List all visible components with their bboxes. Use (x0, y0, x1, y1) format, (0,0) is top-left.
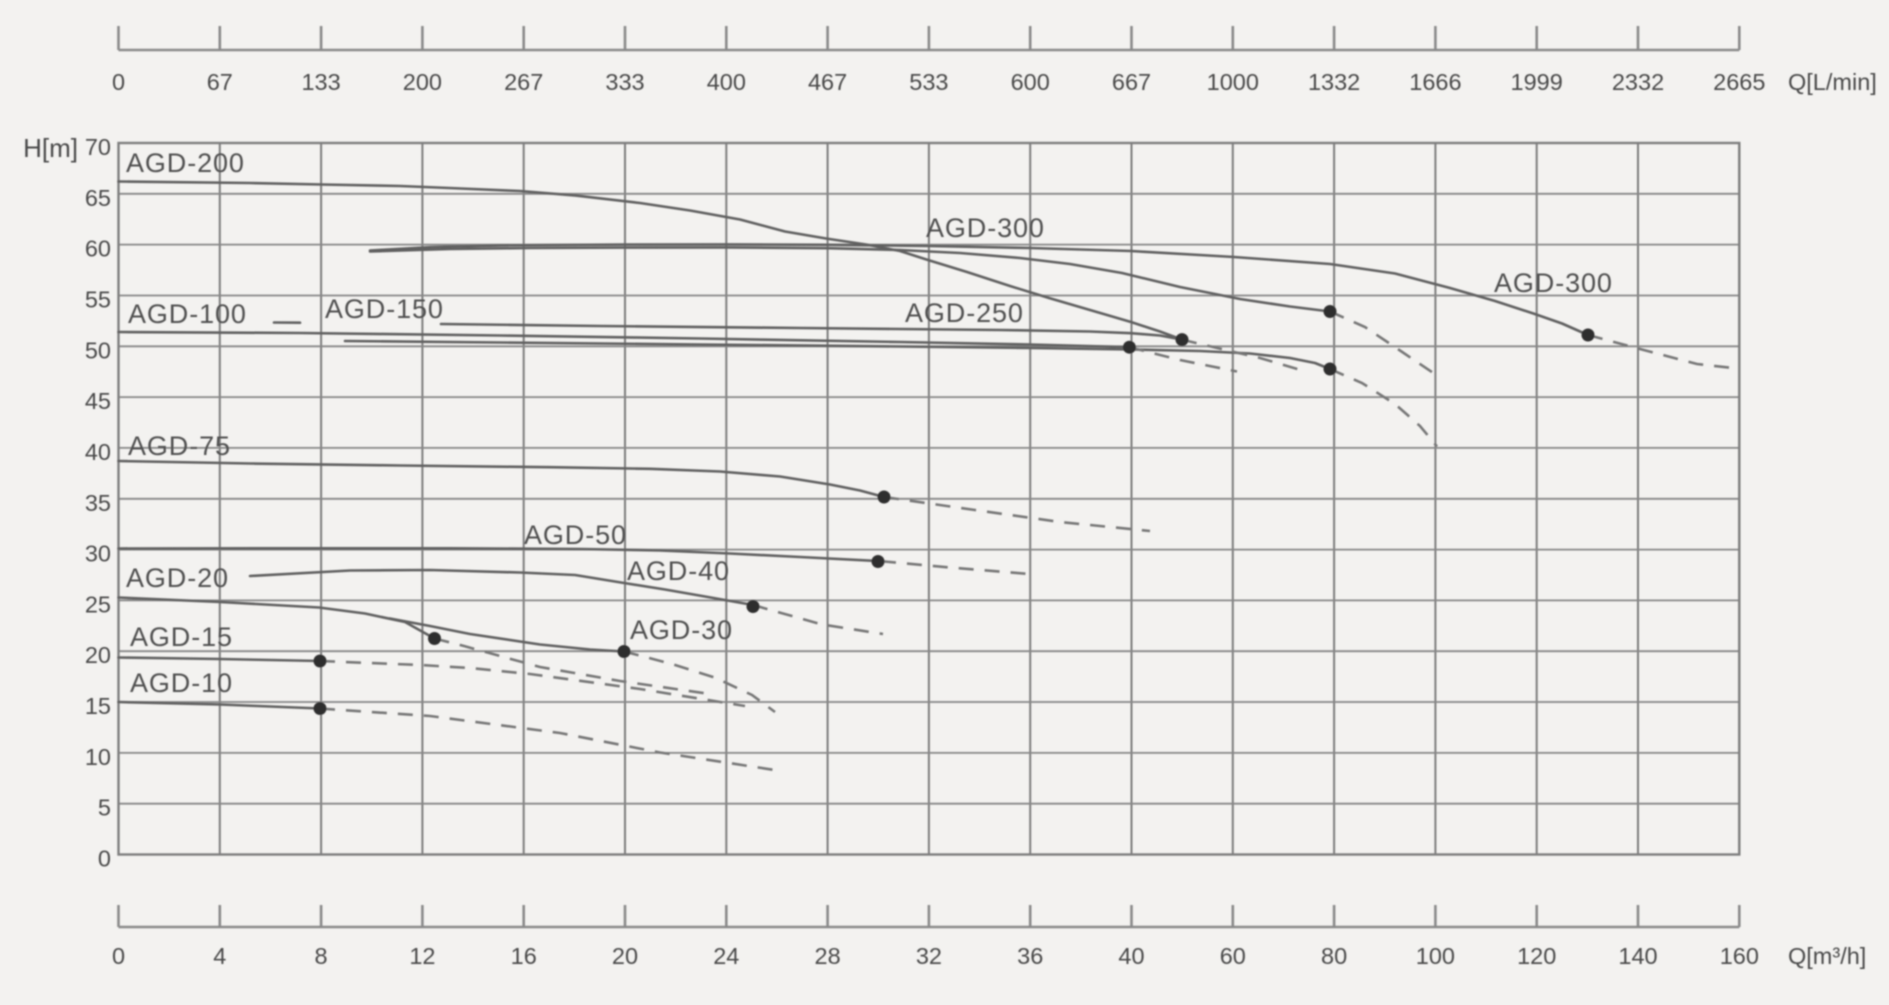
svg-text:15: 15 (85, 693, 111, 719)
svg-text:70: 70 (85, 134, 111, 160)
svg-text:45: 45 (85, 388, 111, 414)
svg-text:160: 160 (1720, 943, 1759, 969)
svg-text:5: 5 (98, 795, 111, 821)
svg-text:16: 16 (511, 943, 537, 969)
svg-text:Q[L/min]: Q[L/min] (1788, 69, 1877, 95)
svg-text:80: 80 (1321, 943, 1347, 969)
svg-text:AGD-40: AGD-40 (627, 556, 730, 586)
svg-text:AGD-150: AGD-150 (325, 294, 444, 324)
svg-text:AGD-15: AGD-15 (130, 622, 233, 652)
svg-text:1332: 1332 (1308, 69, 1360, 95)
svg-text:20: 20 (85, 642, 111, 668)
svg-text:267: 267 (504, 69, 543, 95)
svg-text:0: 0 (98, 846, 111, 872)
svg-text:35: 35 (85, 490, 111, 516)
svg-text:24: 24 (713, 943, 739, 969)
svg-text:30: 30 (85, 541, 111, 567)
svg-text:AGD-30: AGD-30 (630, 615, 733, 645)
svg-text:60: 60 (85, 236, 111, 262)
svg-text:50: 50 (85, 337, 111, 363)
svg-text:2332: 2332 (1612, 69, 1664, 95)
svg-text:200: 200 (403, 69, 442, 95)
svg-text:1666: 1666 (1409, 69, 1461, 95)
svg-text:40: 40 (1118, 943, 1144, 969)
svg-text:10: 10 (85, 744, 111, 770)
svg-text:8: 8 (315, 943, 328, 969)
svg-text:400: 400 (707, 69, 746, 95)
svg-text:533: 533 (909, 69, 948, 95)
svg-text:0: 0 (112, 943, 125, 969)
svg-text:55: 55 (85, 287, 111, 313)
svg-text:AGD-300: AGD-300 (926, 213, 1045, 243)
svg-text:2665: 2665 (1713, 69, 1765, 95)
svg-text:36: 36 (1017, 943, 1043, 969)
svg-text:AGD-300: AGD-300 (1494, 268, 1613, 298)
svg-text:28: 28 (815, 943, 841, 969)
svg-text:AGD-75: AGD-75 (128, 431, 231, 461)
svg-text:0: 0 (112, 69, 125, 95)
svg-text:1000: 1000 (1207, 69, 1259, 95)
svg-text:133: 133 (301, 69, 340, 95)
svg-text:65: 65 (85, 185, 111, 211)
svg-text:467: 467 (808, 69, 847, 95)
svg-text:60: 60 (1220, 943, 1246, 969)
svg-text:120: 120 (1517, 943, 1556, 969)
svg-text:12: 12 (409, 943, 435, 969)
svg-text:H[m]: H[m] (23, 133, 78, 163)
svg-text:32: 32 (916, 943, 942, 969)
svg-text:Q[m³/h]: Q[m³/h] (1788, 943, 1866, 969)
svg-text:AGD-50: AGD-50 (524, 520, 627, 550)
svg-text:25: 25 (85, 591, 111, 617)
svg-text:AGD-10: AGD-10 (130, 668, 233, 698)
svg-text:67: 67 (207, 69, 233, 95)
svg-text:40: 40 (85, 439, 111, 465)
svg-text:AGD-20: AGD-20 (126, 563, 229, 593)
svg-text:333: 333 (605, 69, 644, 95)
svg-text:20: 20 (612, 943, 638, 969)
svg-text:4: 4 (213, 943, 226, 969)
svg-text:600: 600 (1011, 69, 1050, 95)
svg-text:100: 100 (1416, 943, 1455, 969)
svg-text:AGD-200: AGD-200 (126, 148, 245, 178)
svg-text:667: 667 (1112, 69, 1151, 95)
svg-text:140: 140 (1618, 943, 1657, 969)
svg-text:AGD-250: AGD-250 (905, 298, 1024, 328)
svg-text:1999: 1999 (1511, 69, 1563, 95)
svg-text:AGD-100: AGD-100 (128, 299, 247, 329)
